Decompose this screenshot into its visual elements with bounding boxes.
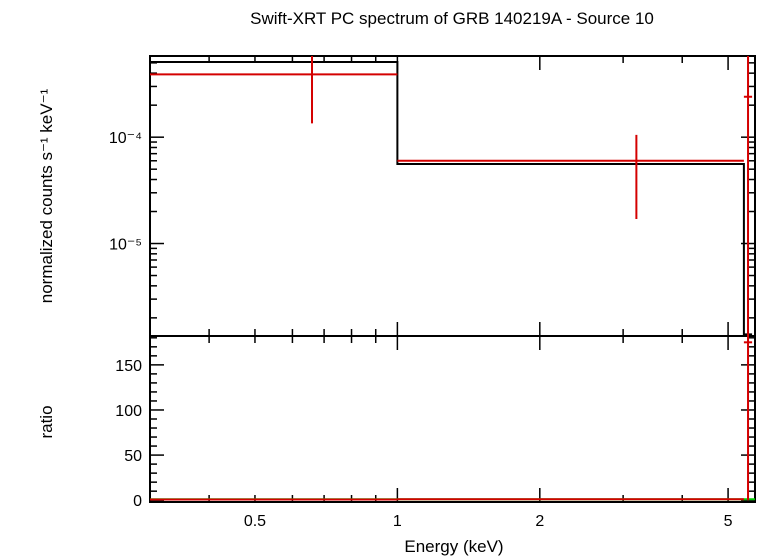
x-tick-label: 1 bbox=[393, 513, 402, 530]
x-axis-label: Energy (keV) bbox=[404, 537, 503, 556]
y-tick-label: 100 bbox=[115, 403, 142, 420]
spectrum-y-axis-label: normalized counts s⁻¹ keV⁻¹ bbox=[37, 88, 56, 303]
y-tick-label: 150 bbox=[115, 358, 142, 375]
model-step-line bbox=[150, 60, 753, 336]
ratio-panel-frame bbox=[149, 335, 756, 503]
x-tick-label: 0.5 bbox=[244, 513, 266, 530]
y-tick-label: 10⁻⁴ bbox=[109, 130, 142, 147]
y-tick-label: 50 bbox=[124, 448, 142, 465]
x-tick-label: 5 bbox=[724, 513, 733, 530]
ratio-y-axis-label: ratio bbox=[37, 405, 56, 438]
y-tick-label: 10⁻⁵ bbox=[109, 237, 142, 254]
x-tick-label: 2 bbox=[535, 513, 544, 530]
chart-title: Swift-XRT PC spectrum of GRB 140219A - S… bbox=[250, 9, 654, 28]
y-tick-label: 0 bbox=[133, 493, 142, 510]
spectrum-panel-frame bbox=[149, 55, 756, 337]
